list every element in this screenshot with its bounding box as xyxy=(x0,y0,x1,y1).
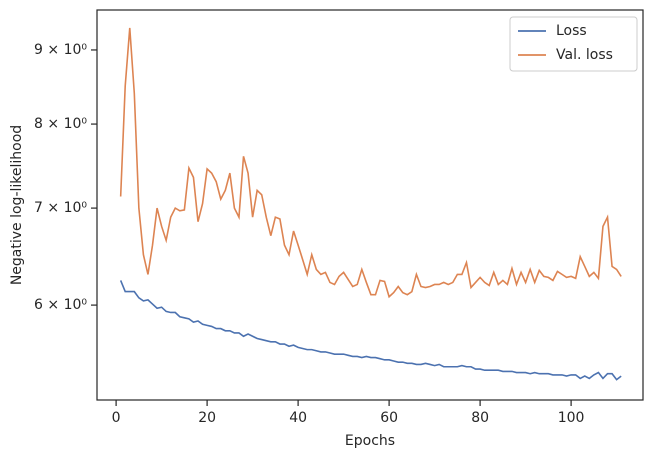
legend-label: Val. loss xyxy=(556,47,613,63)
x-tick-label: 40 xyxy=(289,410,307,426)
y-tick-label: 6 × 10⁰ xyxy=(34,297,87,313)
y-axis-label: Negative log-likelihood xyxy=(9,125,25,285)
y-tick-label: 8 × 10⁰ xyxy=(34,116,87,132)
y-tick-label: 9 × 10⁰ xyxy=(34,42,87,58)
x-axis-label: Epochs xyxy=(345,433,395,449)
x-tick-label: 80 xyxy=(471,410,489,426)
x-tick-label: 0 xyxy=(112,410,121,426)
line-series xyxy=(119,280,622,381)
legend-label: Loss xyxy=(556,23,587,39)
x-tick-label: 20 xyxy=(198,410,216,426)
plot-frame xyxy=(96,9,644,401)
x-tick-label: 60 xyxy=(380,410,398,426)
x-tick-label: 100 xyxy=(558,410,585,426)
line-series xyxy=(119,27,622,299)
y-tick-label: 7 × 10⁰ xyxy=(34,200,87,216)
